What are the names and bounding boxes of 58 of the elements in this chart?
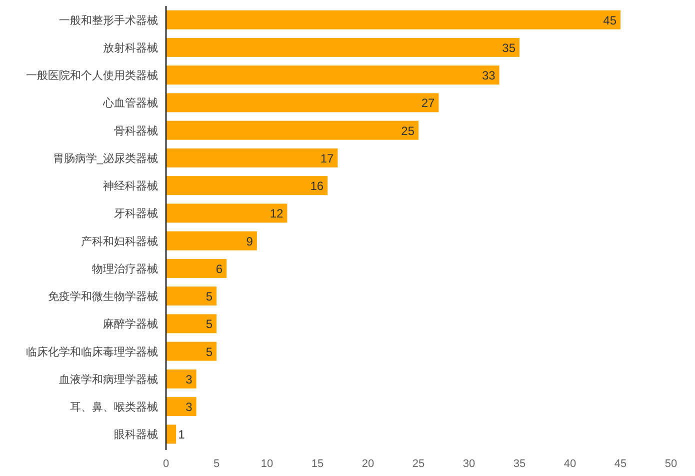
x-tick-label: 50: [664, 458, 678, 470]
data-label: 25: [401, 124, 415, 138]
bar: [166, 258, 227, 278]
bar: [166, 204, 288, 223]
y-tick-label: 一般医院和个人使用类器械: [26, 69, 158, 82]
bar: [166, 120, 418, 140]
y-tick-label: 血液学和病理学器械: [59, 372, 158, 386]
x-tick-label: 30: [462, 458, 476, 470]
x-tick-label: 15: [311, 458, 324, 470]
x-tick-label: 5: [213, 458, 220, 470]
y-tick-label: 胃肠病学_泌尿类器械: [52, 152, 158, 165]
y-tick-label: 放射科器械: [103, 41, 158, 54]
y-tick-label: 牙科器械: [114, 207, 158, 220]
y-tick-label: 一般和整形手术器械: [59, 14, 158, 27]
y-tick-label: 眼科器械: [114, 428, 158, 442]
y-tick-label: 麻醉学器械: [103, 318, 158, 331]
data-label: 33: [482, 68, 496, 83]
y-tick-label: 物理治疗器械: [92, 262, 158, 276]
data-label: 5: [206, 317, 213, 332]
data-label: 9: [246, 234, 254, 248]
bar: [166, 314, 216, 334]
bar: [166, 176, 328, 196]
bar: [166, 342, 216, 361]
data-label: 17: [320, 151, 334, 166]
y-tick-label: 耳、鼻、喉类器械: [70, 400, 158, 414]
bar: [166, 148, 338, 168]
x-tick-label: 45: [614, 458, 627, 470]
bar: [166, 38, 520, 57]
bar: [166, 231, 257, 250]
data-label: 5: [206, 290, 213, 304]
y-tick-label: 免疫学和微生物学器械: [48, 290, 158, 304]
bar: [166, 369, 196, 388]
bar: [166, 93, 439, 112]
data-label: 5: [206, 344, 213, 359]
data-label: 6: [216, 262, 223, 276]
x-tick-label: 35: [513, 458, 526, 470]
x-tick-label: 0: [162, 458, 170, 470]
x-tick-label: 40: [564, 458, 576, 470]
y-tick-label: 神经科器械: [103, 180, 158, 193]
data-label: 35: [502, 40, 516, 55]
bar: [166, 66, 500, 85]
bar: [166, 397, 196, 416]
y-tick-label: 产科和妇科器械: [81, 234, 158, 248]
y-tick-label: 临床化学和临床毒理学器械: [26, 345, 158, 358]
data-label: 16: [310, 179, 324, 194]
data-label: 3: [186, 400, 193, 414]
x-tick-label: 20: [362, 458, 374, 470]
bar: [166, 286, 216, 306]
x-tick-label: 10: [260, 458, 274, 470]
x-tick-label: 25: [412, 458, 425, 470]
data-label: 45: [603, 13, 617, 28]
y-tick-label: 骨科器械: [114, 124, 158, 138]
bar: [166, 10, 620, 30]
data-label: 12: [270, 206, 284, 221]
data-label: 3: [186, 372, 193, 386]
y-tick-label: 心血管器械: [102, 96, 158, 110]
data-label: 27: [421, 96, 436, 110]
data-label: 1: [178, 428, 186, 442]
